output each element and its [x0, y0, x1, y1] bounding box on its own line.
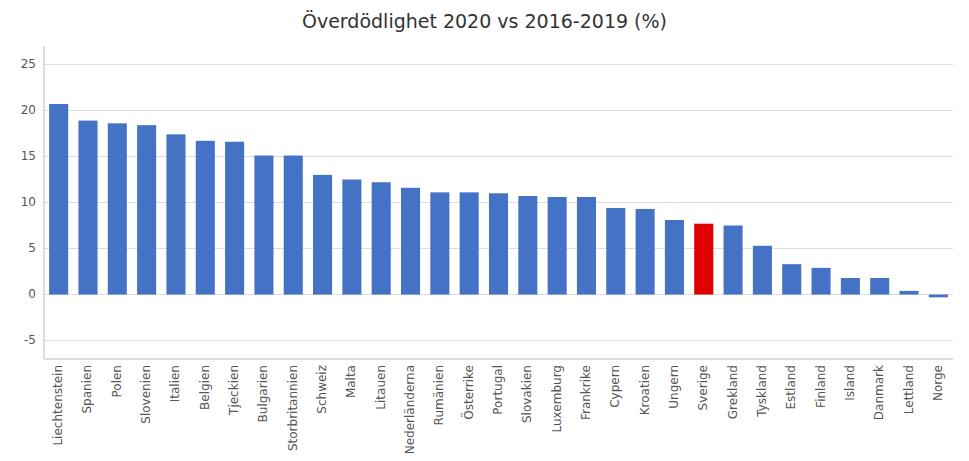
bar: [665, 220, 684, 295]
bar: [225, 142, 244, 295]
x-tick-label: Norge: [931, 365, 945, 401]
bar: [518, 196, 537, 295]
x-tick-label: Finland: [814, 365, 828, 408]
y-tick-label: 10: [21, 195, 36, 209]
bar: [137, 125, 156, 294]
bar: [166, 134, 185, 294]
bar: [782, 264, 801, 294]
bar: [577, 197, 596, 295]
x-tick-label: Tjeckien: [227, 365, 241, 416]
grid: [44, 64, 953, 340]
bar: [724, 226, 743, 295]
y-tick-label: 5: [28, 241, 36, 255]
grid-line: [44, 110, 953, 111]
bar: [870, 278, 889, 295]
bar: [401, 188, 420, 295]
x-tick-label: Bulgarien: [256, 365, 270, 422]
bar: [196, 141, 215, 295]
bar: [753, 246, 772, 295]
bar: [49, 104, 68, 295]
x-tick-label: Belgien: [198, 365, 212, 410]
bar: [372, 182, 391, 294]
y-axis: -5 0 5 10 15 20 25: [21, 57, 36, 347]
x-axis-line: [44, 359, 953, 360]
bar: [254, 156, 273, 295]
bar: [284, 156, 303, 295]
y-tick-label: 20: [21, 103, 36, 117]
chart-container: -5 0 5 10 15 20 25 Liechtenstein Spanien Polen Slo…: [0, 0, 969, 461]
x-tick-label: Luxemburg: [550, 365, 564, 432]
x-tick-label: Österrike: [460, 365, 476, 420]
bar: [342, 179, 361, 294]
y-tick-label: 25: [21, 57, 36, 71]
x-tick-label: Frankrike: [579, 365, 593, 420]
bars: [49, 104, 948, 297]
x-tick-label: Polen: [110, 365, 124, 397]
y-tick-label: 0: [28, 287, 36, 301]
x-tick-label: Ungern: [667, 365, 681, 409]
bar: [78, 121, 97, 295]
grid-line: [44, 64, 953, 65]
bar: [694, 224, 713, 295]
x-tick-label: Lettland: [902, 365, 916, 414]
x-tick-label: Slovakien: [520, 365, 534, 423]
x-tick-label: Liechtenstein: [51, 365, 65, 446]
bar: [606, 208, 625, 295]
x-tick-label: Tyskland: [755, 365, 769, 418]
x-tick-label: Litauen: [374, 365, 388, 410]
bar: [636, 209, 655, 295]
x-tick-label: Schweiz: [315, 365, 329, 414]
x-tick-label: Slovenien: [139, 365, 153, 424]
x-tick-label: Sverige: [696, 365, 710, 410]
bar: [899, 291, 918, 295]
bar: [489, 193, 508, 294]
x-tick-label: Cypern: [608, 365, 622, 408]
x-tick-label: Estland: [784, 365, 798, 409]
x-tick-label: Portugal: [491, 365, 505, 415]
bar: [430, 192, 449, 294]
x-axis: Liechtenstein Spanien Polen Slovenien Italie…: [51, 365, 945, 454]
x-tick-label: Island: [843, 365, 857, 401]
chart: -5 0 5 10 15 20 25 Liechtenstein Spanien Polen Slo…: [0, 0, 969, 461]
x-tick-label: Kroatien: [638, 365, 652, 415]
x-tick-label: Malta: [344, 365, 358, 398]
title: Överdödlighet 2020 vs 2016-2019 (%): [302, 10, 667, 32]
y-tick-label: -5: [24, 333, 36, 347]
grid-line: [44, 340, 953, 341]
x-tick-label: Nederländerna: [403, 365, 417, 454]
bar: [108, 123, 127, 294]
y-axis-line: [44, 46, 45, 359]
bar: [313, 175, 332, 295]
bar: [841, 278, 860, 295]
bar: [460, 192, 479, 294]
x-tick-label: Spanien: [80, 365, 94, 414]
bar: [548, 197, 567, 295]
bar: [929, 295, 948, 298]
x-tick-label: Rumänien: [432, 365, 446, 425]
bar: [812, 268, 831, 295]
x-tick-label: Italien: [168, 365, 182, 402]
y-tick-label: 15: [21, 149, 36, 163]
x-tick-label: Danmark: [872, 365, 886, 420]
x-tick-label: Storbritannien: [286, 365, 300, 451]
x-tick-label: Grekland: [726, 365, 740, 419]
